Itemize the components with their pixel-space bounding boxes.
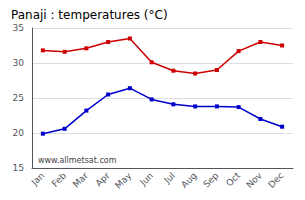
- svg-text:Oct: Oct: [224, 170, 242, 188]
- svg-text:Panaji : temperatures (°C): Panaji : temperatures (°C): [11, 8, 168, 22]
- svg-text:Jul: Jul: [161, 170, 176, 185]
- svg-text:Feb: Feb: [50, 170, 69, 189]
- svg-text:15: 15: [13, 163, 24, 173]
- svg-text:Jan: Jan: [29, 170, 47, 188]
- svg-text:www.allmetsat.com: www.allmetsat.com: [38, 156, 117, 165]
- svg-text:Dec: Dec: [266, 170, 285, 189]
- svg-text:Mar: Mar: [71, 170, 90, 189]
- svg-text:Sep: Sep: [201, 170, 220, 189]
- svg-text:35: 35: [13, 23, 24, 33]
- svg-text:Aug: Aug: [179, 170, 198, 189]
- svg-text:Jun: Jun: [137, 170, 155, 188]
- svg-text:30: 30: [13, 58, 25, 68]
- svg-text:25: 25: [13, 93, 24, 103]
- svg-text:Nov: Nov: [244, 170, 264, 190]
- svg-text:Apr: Apr: [94, 170, 112, 188]
- svg-text:May: May: [113, 170, 134, 191]
- svg-text:20: 20: [13, 128, 25, 138]
